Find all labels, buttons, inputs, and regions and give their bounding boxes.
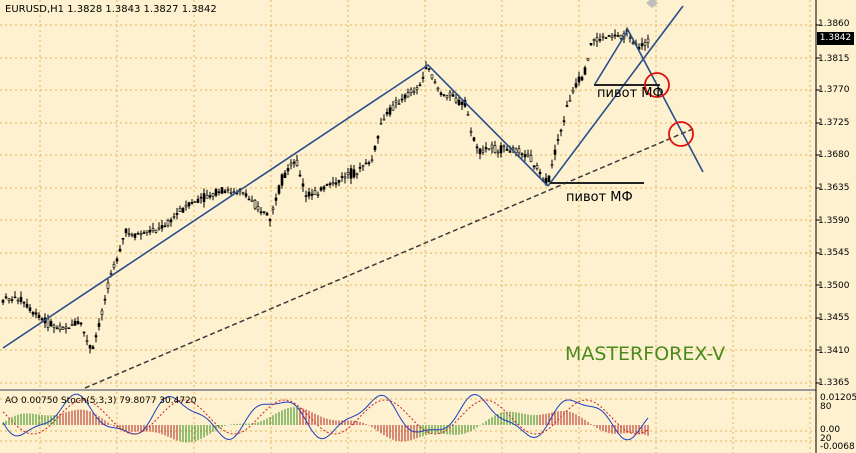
pivot-label-top[interactable]: пивот МФ: [597, 86, 664, 101]
price-tick: 1.3860: [818, 19, 850, 29]
trendlines[interactable]: [2, 5, 704, 349]
price-tick: 1.3365: [818, 378, 850, 388]
indicator-tick: 80: [820, 402, 832, 412]
price-tick: 1.3590: [818, 216, 850, 226]
current-price-tag: 1.3842: [817, 32, 854, 45]
price-tick: 1.3815: [818, 54, 850, 64]
indicator-tick: 20: [820, 434, 832, 444]
price-tick: 1.3635: [818, 183, 850, 193]
trendline-rally[interactable]: [2, 63, 549, 349]
price-tick: 1.3545: [818, 248, 850, 258]
symbol-header: EURUSD,H1 1.3828 1.3843 1.3827 1.3842: [5, 4, 217, 15]
indicator-tick: -0.0068: [820, 442, 855, 452]
pivot-label-bottom[interactable]: пивот МФ: [566, 190, 633, 205]
candlesticks: [1, 27, 650, 354]
indicator-tick: 0.01205: [820, 393, 856, 403]
price-tick: 1.3455: [818, 313, 850, 323]
pivot-circle-bottom: [668, 121, 694, 147]
price-tick: 1.3725: [818, 118, 850, 128]
price-axis-ticks: [816, 24, 820, 384]
stoch-main-line: [2, 393, 649, 441]
price-tick: 1.3770: [818, 85, 850, 95]
pivot-circle-top: [644, 72, 670, 98]
price-tick: 1.3680: [818, 150, 850, 160]
trendline-top[interactable]: [594, 28, 704, 173]
watermark-text[interactable]: MASTERFOREX-V: [565, 343, 726, 365]
indicator-tick: 0.00: [820, 425, 841, 435]
price-tick: 1.3410: [818, 346, 850, 356]
dashed-support-line[interactable]: [84, 127, 696, 389]
indicator-header: AO 0.00750 Stoch(5,3,3) 79.8077 30.4720: [5, 396, 197, 406]
price-tick: 1.3500: [818, 281, 850, 291]
trendline-rise-steep[interactable]: [547, 5, 684, 187]
object-anchor-marker[interactable]: [646, 0, 658, 8]
chart-grid: [0, 0, 816, 390]
